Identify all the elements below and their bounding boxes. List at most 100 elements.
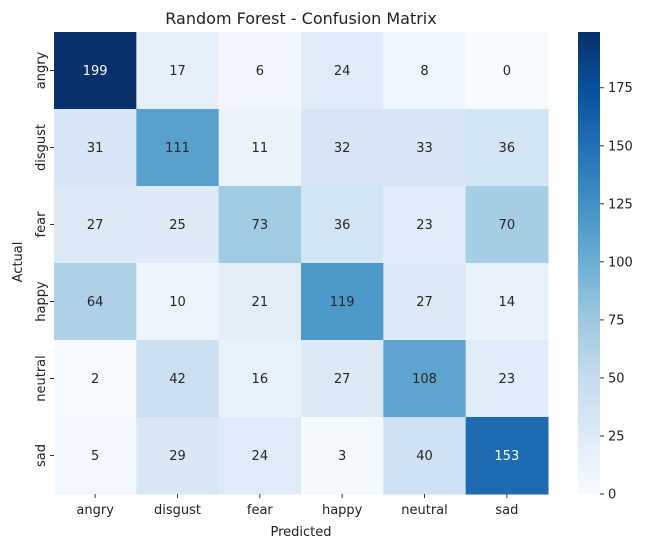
- cell-value-label: 29: [169, 449, 186, 464]
- heatmap-cell: [465, 263, 549, 341]
- heatmap-cell: [136, 417, 220, 495]
- heatmap-cell: [383, 32, 467, 110]
- heatmap-cell: [136, 32, 220, 110]
- cell-value-label: 70: [499, 218, 516, 233]
- cell-value-label: 108: [412, 372, 437, 387]
- heatmap-cell: [465, 109, 549, 187]
- colorbar-tick-label: 125: [608, 197, 633, 212]
- cell-value-label: 25: [169, 218, 186, 233]
- cell-value-label: 24: [334, 64, 351, 79]
- heatmap-cell: [301, 340, 384, 418]
- colorbar-tick-label: 175: [608, 81, 633, 96]
- x-axis-label: Predicted: [270, 525, 331, 540]
- cell-value-label: 23: [499, 372, 516, 387]
- y-tick-label: happy: [34, 281, 49, 322]
- y-tick-label: fear: [34, 211, 49, 238]
- colorbar-tick-label: 75: [608, 313, 625, 328]
- heatmap-cell: [383, 263, 467, 341]
- x-tick-label: disgust: [154, 503, 201, 518]
- y-axis-ticks: angry disgust fear happy neutral sad: [34, 51, 54, 467]
- heatmap-cell: [465, 186, 549, 264]
- heatmap-cell: [218, 109, 302, 187]
- heatmap-cell: [136, 109, 220, 187]
- heatmap-cell: [383, 109, 467, 187]
- cell-value-label: 36: [499, 141, 516, 156]
- cell-value-label: 119: [330, 295, 355, 310]
- cell-value-label: 2: [91, 372, 99, 387]
- cell-value-label: 23: [416, 218, 433, 233]
- y-tick-label: sad: [34, 444, 49, 467]
- heatmap-cell: [301, 417, 384, 495]
- heatmap-cell: [383, 340, 467, 418]
- cell-value-label: 27: [416, 295, 433, 310]
- heatmap-cell: [218, 417, 302, 495]
- heatmap-cell: [218, 186, 302, 264]
- heatmap-cell: [301, 263, 384, 341]
- heatmap-cell: [54, 186, 137, 264]
- heatmap-cell: [465, 32, 549, 110]
- cell-value-label: 5: [91, 449, 99, 464]
- cell-value-label: 40: [416, 449, 433, 464]
- cell-value-label: 199: [83, 64, 108, 79]
- heatmap-cell: [136, 263, 220, 341]
- cell-value-label: 21: [252, 295, 269, 310]
- cell-value-label: 10: [169, 295, 186, 310]
- cell-value-label: 33: [416, 141, 433, 156]
- cell-value-label: 0: [503, 64, 511, 79]
- cell-value-label: 31: [87, 141, 104, 156]
- heatmap-cell: [383, 186, 467, 264]
- cell-value-label: 6: [256, 64, 264, 79]
- cell-value-label: 14: [499, 295, 516, 310]
- colorbar-ticks: 0 25 50 75 100 125 150 175: [600, 81, 633, 503]
- cell-value-label: 27: [87, 218, 104, 233]
- x-tick-label: sad: [495, 503, 518, 518]
- colorbar-tick-label: 25: [608, 429, 625, 444]
- chart-title: Random Forest - Confusion Matrix: [165, 9, 436, 28]
- heatmap-cell: [218, 340, 302, 418]
- heatmap-cell: [54, 417, 137, 495]
- heatmap-cell: [383, 417, 467, 495]
- x-tick-label: happy: [322, 503, 363, 518]
- cell-value-label: 73: [252, 218, 269, 233]
- y-axis-label: Actual: [11, 242, 26, 283]
- cell-value-label: 11: [252, 141, 269, 156]
- colorbar-tick-label: 100: [608, 255, 633, 270]
- y-tick-label: disgust: [34, 124, 49, 171]
- cell-value-label: 3: [338, 449, 346, 464]
- heatmap-cell: [54, 109, 137, 187]
- cell-value-label: 24: [252, 449, 269, 464]
- heatmap-cell: [301, 32, 384, 110]
- cell-value-label: 32: [334, 141, 351, 156]
- heatmap-cell: [136, 340, 220, 418]
- colorbar-tick-label: 50: [608, 371, 625, 386]
- x-tick-label: neutral: [401, 503, 448, 518]
- heatmap-cell: [218, 263, 302, 341]
- cell-value-label: 17: [169, 64, 186, 79]
- colorbar: [578, 32, 600, 494]
- x-axis-ticks: angry disgust fear happy neutral sad: [76, 494, 518, 518]
- heatmap-cell: [301, 186, 384, 264]
- cell-value-label: 153: [494, 449, 519, 464]
- heatmap-cell: [465, 340, 549, 418]
- colorbar-tick-label: 150: [608, 139, 633, 154]
- x-tick-label: fear: [247, 503, 274, 518]
- heatmap-cell: [218, 32, 302, 110]
- x-tick-label: angry: [76, 503, 114, 518]
- colorbar-tick-label: 0: [608, 488, 616, 503]
- heatmap-cell: [54, 32, 137, 110]
- cell-value-label: 16: [252, 372, 269, 387]
- y-tick-label: neutral: [34, 355, 49, 402]
- cell-value-label: 42: [169, 372, 186, 387]
- heatmap-cell: [301, 109, 384, 187]
- heatmap-cell: [465, 417, 549, 495]
- cell-value-label: 111: [165, 141, 190, 156]
- y-tick-label: angry: [34, 51, 49, 89]
- cell-value-label: 8: [420, 64, 428, 79]
- cell-value-label: 36: [334, 218, 351, 233]
- cell-value-label: 64: [87, 295, 104, 310]
- cell-value-label: 27: [334, 372, 351, 387]
- heatmap-cell: [54, 263, 137, 341]
- heatmap-cell: [54, 340, 137, 418]
